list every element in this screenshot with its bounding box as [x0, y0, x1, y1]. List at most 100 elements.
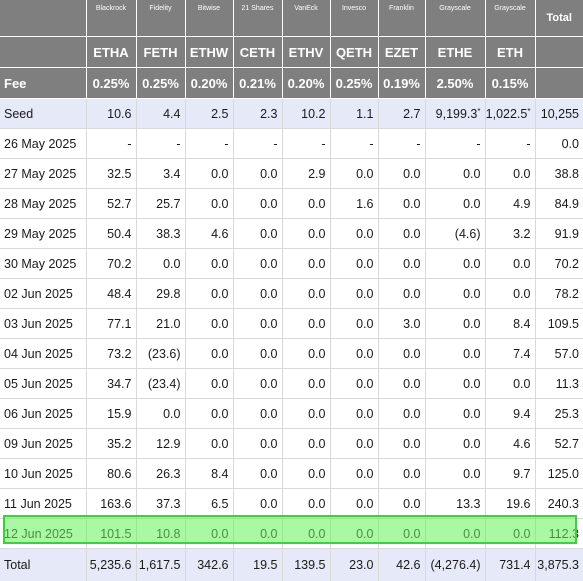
row-label: 02 Jun 2025 [0, 279, 86, 309]
row-total-cell: 11.3 [535, 369, 583, 399]
flow-cell: 0.0 [378, 279, 425, 309]
flow-cell: 0.0 [282, 489, 330, 519]
total-cell: 731.4 [485, 549, 535, 581]
flow-cell: 0.0 [378, 339, 425, 369]
flow-cell: 0.0 [185, 309, 233, 339]
flow-cell: 70.2 [86, 249, 136, 279]
fee-total-blank [535, 68, 583, 99]
flow-cell: - [378, 129, 425, 159]
fee-cell: 0.20% [185, 68, 233, 99]
flow-cell: 0.0 [233, 189, 282, 219]
flow-cell: 0.0 [233, 459, 282, 489]
flow-cell: 0.0 [185, 189, 233, 219]
corner-cell [0, 0, 86, 37]
fee-cell: 0.25% [86, 68, 136, 99]
flow-cell: 0.0 [282, 399, 330, 429]
total-column-header: Total [535, 0, 583, 37]
flow-cell: 4.4 [136, 99, 185, 129]
row-total-cell: 84.9 [535, 189, 583, 219]
total-cell: 1,617.5 [136, 549, 185, 581]
flow-cell: 0.0 [185, 429, 233, 459]
flow-cell: 25.7 [136, 189, 185, 219]
row-total-cell: 25.3 [535, 399, 583, 429]
ticker-etha: ETHA [86, 37, 136, 68]
ticker-feth: FETH [136, 37, 185, 68]
row-total-cell: 0.0 [535, 129, 583, 159]
flow-cell: 0.0 [233, 369, 282, 399]
flow-cell: 4.6 [485, 429, 535, 459]
flow-cell: 0.0 [185, 369, 233, 399]
issuer-fidelity: Fidelity [136, 0, 185, 37]
flow-cell: 9.7 [485, 459, 535, 489]
flow-cell: 0.0 [378, 189, 425, 219]
flow-cell: 10.8 [136, 519, 185, 549]
flow-cell: 0.0 [378, 399, 425, 429]
flow-cell: 21.0 [136, 309, 185, 339]
seed-value: 9,199.3 [436, 107, 478, 121]
flow-cell: 0.0 [378, 369, 425, 399]
total-cell: 5,235.6 [86, 549, 136, 581]
fee-cell: 0.21% [233, 68, 282, 99]
row-label: 10 Jun 2025 [0, 459, 86, 489]
flow-cell: 2.9 [282, 159, 330, 189]
flow-cell: 34.7 [86, 369, 136, 399]
flow-cell: 0.0 [485, 279, 535, 309]
row-label: 28 May 2025 [0, 189, 86, 219]
flow-cell: 0.0 [233, 309, 282, 339]
flow-cell: 9,199.3* [425, 99, 485, 129]
flow-cell: 13.3 [425, 489, 485, 519]
fee-row: Fee 0.25% 0.25% 0.20% 0.21% 0.20% 0.25% … [0, 68, 583, 99]
flow-cell: 0.0 [330, 519, 378, 549]
total-cell: 23.0 [330, 549, 378, 581]
flow-cell: 0.0 [425, 279, 485, 309]
issuer-header-row: Blackrock Fidelity Bitwise 21 Shares Van… [0, 0, 583, 37]
seed-value: 1,022.5 [486, 107, 528, 121]
flow-cell: 0.0 [425, 339, 485, 369]
flow-cell: 0.0 [330, 429, 378, 459]
flow-cell: 0.0 [425, 309, 485, 339]
ticker-ethe: ETHE [425, 37, 485, 68]
row-label: Seed [0, 99, 86, 129]
flow-cell: 0.0 [425, 459, 485, 489]
ticker-qeth: QETH [330, 37, 378, 68]
flow-cell: 163.6 [86, 489, 136, 519]
flow-cell: 0.0 [233, 519, 282, 549]
flow-cell: 26.3 [136, 459, 185, 489]
flow-cell: 10.2 [282, 99, 330, 129]
flow-cell: 2.5 [185, 99, 233, 129]
flow-cell: 15.9 [86, 399, 136, 429]
ticker-ethw: ETHW [185, 37, 233, 68]
flow-cell: 0.0 [282, 249, 330, 279]
flow-cell: 0.0 [378, 489, 425, 519]
flow-cell: 0.0 [378, 159, 425, 189]
flow-cell: 10.6 [86, 99, 136, 129]
flow-cell: 0.0 [330, 249, 378, 279]
fee-cell: 0.15% [485, 68, 535, 99]
flow-cell: 0.0 [233, 489, 282, 519]
flow-cell: 19.6 [485, 489, 535, 519]
issuer-bitwise: Bitwise [185, 0, 233, 37]
total-cell: 342.6 [185, 549, 233, 581]
flow-cell: 0.0 [425, 249, 485, 279]
flow-cell: 35.2 [86, 429, 136, 459]
issuer-invesco: Invesco [330, 0, 378, 37]
flow-cell: 0.0 [378, 219, 425, 249]
issuer-21shares: 21 Shares [233, 0, 282, 37]
ticker-ethv: ETHV [282, 37, 330, 68]
flow-cell: 0.0 [233, 249, 282, 279]
flow-cell: 0.0 [136, 249, 185, 279]
flow-cell: 4.9 [485, 189, 535, 219]
ticker-header-row: ETHA FETH ETHW CETH ETHV QETH EZET ETHE … [0, 37, 583, 68]
row-label: 06 Jun 2025 [0, 399, 86, 429]
row-total-cell: 125.0 [535, 459, 583, 489]
row-label: 03 Jun 2025 [0, 309, 86, 339]
flow-cell: - [233, 129, 282, 159]
